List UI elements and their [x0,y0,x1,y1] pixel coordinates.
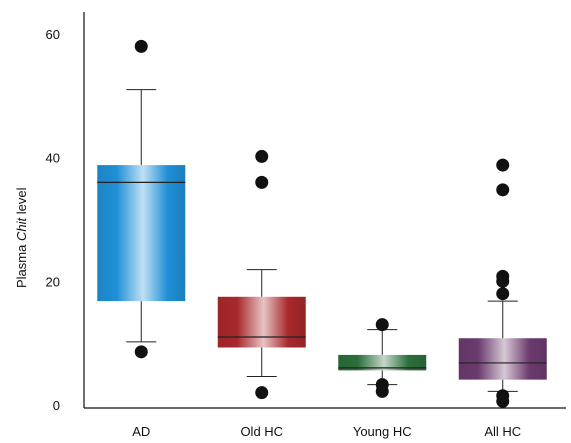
box-group [338,329,427,386]
outlier-point [255,386,269,400]
category-label: AD [132,424,150,439]
iqr-box [97,165,186,302]
box-group [217,269,306,378]
y-tick-label: 40 [46,151,60,166]
box-group [97,89,186,343]
y-tick-label: 20 [46,274,60,289]
y-tick-labels: 0 20 40 60 [46,27,60,413]
y-axis-label-gene: Chit [14,217,29,242]
category-label: Old HC [240,424,283,439]
iqr-box [217,296,306,348]
outliers [134,39,510,408]
outlier-point [134,39,148,53]
box-group [458,300,547,392]
y-axis-label: Plasma Chit level [14,188,29,288]
outlier-point [496,287,510,301]
category-labels: AD Old HC Young HC All HC [132,424,521,439]
outlier-point [496,158,510,172]
outlier-point [134,345,148,359]
outlier-point [496,269,510,283]
y-tick-label: 0 [53,398,60,413]
boxes [97,89,547,392]
category-label: All HC [484,424,521,439]
outlier-point [496,389,510,403]
y-tick-label: 60 [46,27,60,42]
outlier-point [375,318,389,332]
y-axis-label-prefix: Plasma [14,244,29,288]
outlier-point [255,175,269,189]
iqr-box [338,354,427,371]
iqr-box [458,338,547,380]
y-axis-label-suffix: level [14,187,29,215]
outlier-point [375,378,389,392]
outlier-point [255,149,269,163]
category-label: Young HC [353,424,412,439]
outlier-point [496,183,510,197]
